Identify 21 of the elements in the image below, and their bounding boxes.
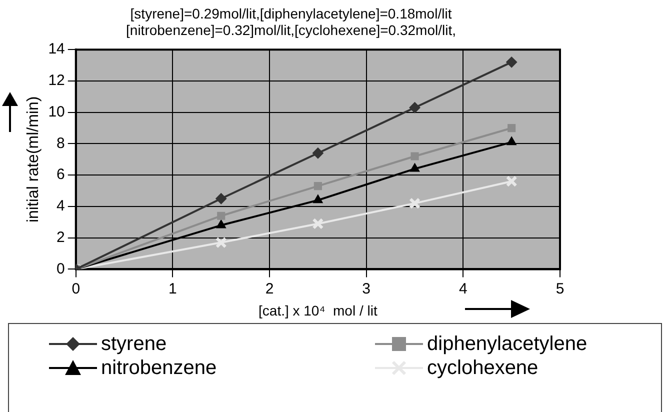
x-tick-label: 0 — [72, 280, 80, 298]
legend-label: nitrobenzene — [101, 356, 217, 380]
x-tick-label: 2 — [265, 280, 274, 298]
y-tick-label: 8 — [56, 134, 65, 152]
y-tick-label: 4 — [56, 198, 65, 215]
chart-title: [styrene]=0.29mol/lit,[diphenylacetylene]=0.18mol/lit [nitrobenzene]=0.32]mol/lit,[cyclohexene]=0.32mol/lit, — [126, 5, 456, 38]
x-tick-label: 1 — [168, 280, 177, 298]
x-tick-label: 3 — [362, 280, 371, 298]
x-tick-label: 5 — [556, 280, 564, 298]
y-tick-label: 2 — [56, 228, 65, 246]
legend-label: cyclohexene — [427, 356, 538, 380]
y-tick-label: 10 — [48, 103, 65, 120]
y-tick-label: 14 — [48, 40, 65, 58]
y-tick-label: 6 — [56, 166, 65, 184]
y-tick-label: 0 — [56, 260, 65, 278]
x-tick-label: 4 — [459, 280, 468, 298]
legend-label: diphenylacetylene — [427, 332, 588, 356]
y-tick-label: 12 — [48, 72, 65, 90]
x-axis-title: [cat.] x 10⁴ mol / lit — [258, 302, 378, 318]
legend-label: styrene — [101, 332, 167, 356]
y-axis-title: initial rate(ml/min) — [25, 96, 42, 223]
